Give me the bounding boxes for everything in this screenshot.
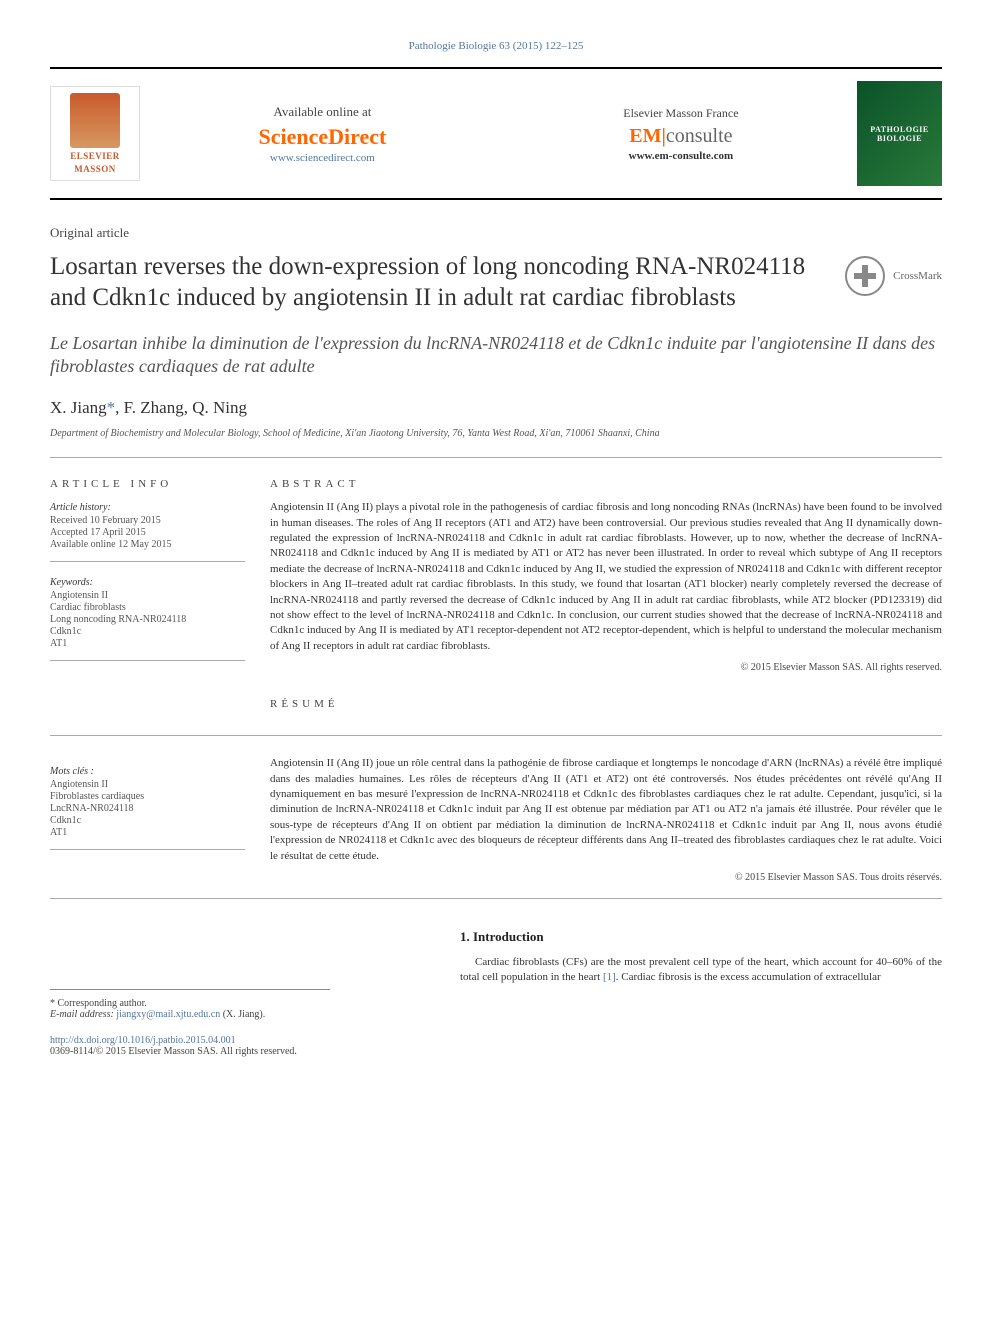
- reference-link[interactable]: [1]: [603, 971, 616, 983]
- article-type: Original article: [50, 225, 942, 241]
- authors-rest: , F. Zhang, Q. Ning: [115, 398, 247, 417]
- intro-text-post: . Cardiac fibrosis is the excess accumul…: [616, 971, 881, 983]
- motcle: Fibroblastes cardiaques: [50, 791, 245, 802]
- affiliation: Department of Biochemistry and Molecular…: [50, 428, 942, 458]
- resume-heading: RÉSUMÉ: [270, 698, 942, 710]
- online-date: Available online 12 May 2015: [50, 539, 245, 550]
- elsevier-tree-icon: [70, 93, 120, 148]
- crossmark-badge[interactable]: CrossMark: [845, 256, 942, 296]
- introduction-text: Cardiac fibroblasts (CFs) are the most p…: [460, 955, 942, 986]
- motcle: LncRNA-NR024118: [50, 803, 245, 814]
- em-logo-prefix: EM: [629, 125, 661, 147]
- em-header: Elsevier Masson France: [623, 106, 738, 121]
- correspondence-block: * Corresponding author. E-mail address: …: [50, 989, 330, 1020]
- issn-copyright: 0369-8114/© 2015 Elsevier Masson SAS. Al…: [50, 1046, 942, 1057]
- keyword: Long noncoding RNA-NR024118: [50, 614, 245, 625]
- resume-text: Angiotensin II (Ang II) joue un rôle cen…: [270, 756, 942, 864]
- elsevier-sublabel: MASSON: [74, 164, 116, 174]
- received-date: Received 10 February 2015: [50, 515, 245, 526]
- resume-copyright: © 2015 Elsevier Masson SAS. Tous droits …: [270, 872, 942, 883]
- correspondence-email[interactable]: jiangxy@mail.xjtu.edu.cn: [116, 1009, 220, 1020]
- journal-cover-bottom: BIOLOGIE: [877, 134, 922, 143]
- keyword: Cardiac fibroblasts: [50, 602, 245, 613]
- crossmark-label: CrossMark: [893, 270, 942, 282]
- motcle: Cdkn1c: [50, 815, 245, 826]
- journal-cover: PATHOLOGIE BIOLOGIE: [857, 81, 942, 186]
- history-label: Article history:: [50, 502, 245, 513]
- email-label: E-mail address:: [50, 1009, 114, 1020]
- abstract-copyright: © 2015 Elsevier Masson SAS. All rights r…: [270, 662, 942, 673]
- sciencedirect-logo: ScienceDirect: [258, 124, 386, 150]
- em-url[interactable]: www.em-consulte.com: [623, 150, 738, 162]
- emconsulte-block: Elsevier Masson France EM|consulte www.e…: [623, 106, 738, 162]
- keyword: Cdkn1c: [50, 626, 245, 637]
- footer: http://dx.doi.org/10.1016/j.patbio.2015.…: [50, 1035, 942, 1057]
- crossmark-icon: [845, 256, 885, 296]
- correspondence-name: (X. Jiang).: [223, 1009, 266, 1020]
- elsevier-logo: ELSEVIER MASSON: [50, 86, 140, 181]
- corresponding-author-label: * Corresponding author.: [50, 998, 330, 1009]
- journal-cover-top: PATHOLOGIE: [870, 125, 929, 134]
- authors: X. Jiang*, F. Zhang, Q. Ning: [50, 398, 942, 418]
- motcle: AT1: [50, 827, 245, 838]
- author-primary: X. Jiang: [50, 398, 107, 417]
- article-subtitle: Le Losartan inhibe la diminution de l'ex…: [50, 332, 942, 379]
- keyword: Angiotensin II: [50, 590, 245, 601]
- introduction-heading: 1. Introduction: [460, 929, 942, 945]
- keyword: AT1: [50, 638, 245, 649]
- banner: ELSEVIER MASSON Available online at Scie…: [50, 67, 942, 200]
- sciencedirect-url[interactable]: www.sciencedirect.com: [258, 152, 386, 164]
- abstract-text: Angiotensin II (Ang II) plays a pivotal …: [270, 500, 942, 654]
- article-title: Losartan reverses the down-expression of…: [50, 251, 825, 314]
- article-info-heading: ARTICLE INFO: [50, 478, 245, 490]
- abstract-heading: ABSTRACT: [270, 478, 942, 490]
- motcle: Angiotensin II: [50, 779, 245, 790]
- motscles-label: Mots clés :: [50, 766, 245, 777]
- accepted-date: Accepted 17 April 2015: [50, 527, 245, 538]
- author-asterisk: *: [107, 398, 116, 417]
- em-logo-suffix: consulte: [666, 125, 733, 147]
- elsevier-label: ELSEVIER: [70, 151, 120, 161]
- available-online-text: Available online at: [258, 104, 386, 120]
- doi-link[interactable]: http://dx.doi.org/10.1016/j.patbio.2015.…: [50, 1035, 942, 1046]
- sciencedirect-block: Available online at ScienceDirect www.sc…: [258, 104, 386, 164]
- header-citation: Pathologie Biologie 63 (2015) 122–125: [50, 40, 942, 52]
- em-logo: EM|consulte: [623, 125, 738, 148]
- keywords-label: Keywords:: [50, 577, 245, 588]
